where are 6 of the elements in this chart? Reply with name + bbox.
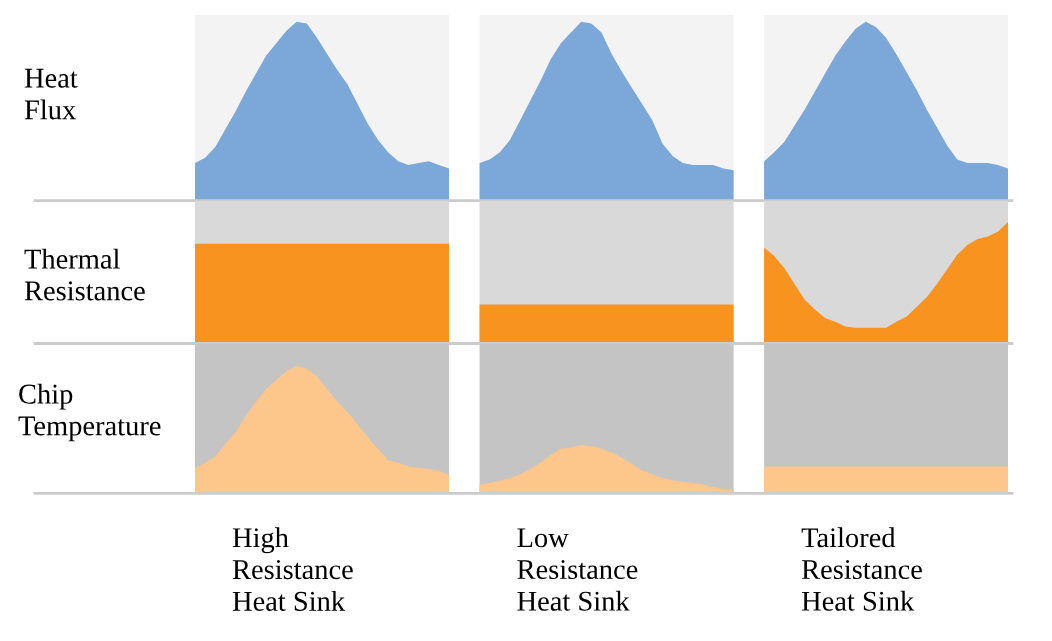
series-label: Low Resistance Heat Sink [517,528,638,611]
y-axis-title: Thermal Resistance [24,248,145,301]
y-axis-title: Heat Flux [24,68,78,120]
y-axis-title: Chip Temperature [18,383,161,442]
series-label: Tailored Resistance Heat Sink [801,527,922,611]
series-label: High Resistance Heat Sink [232,527,353,611]
